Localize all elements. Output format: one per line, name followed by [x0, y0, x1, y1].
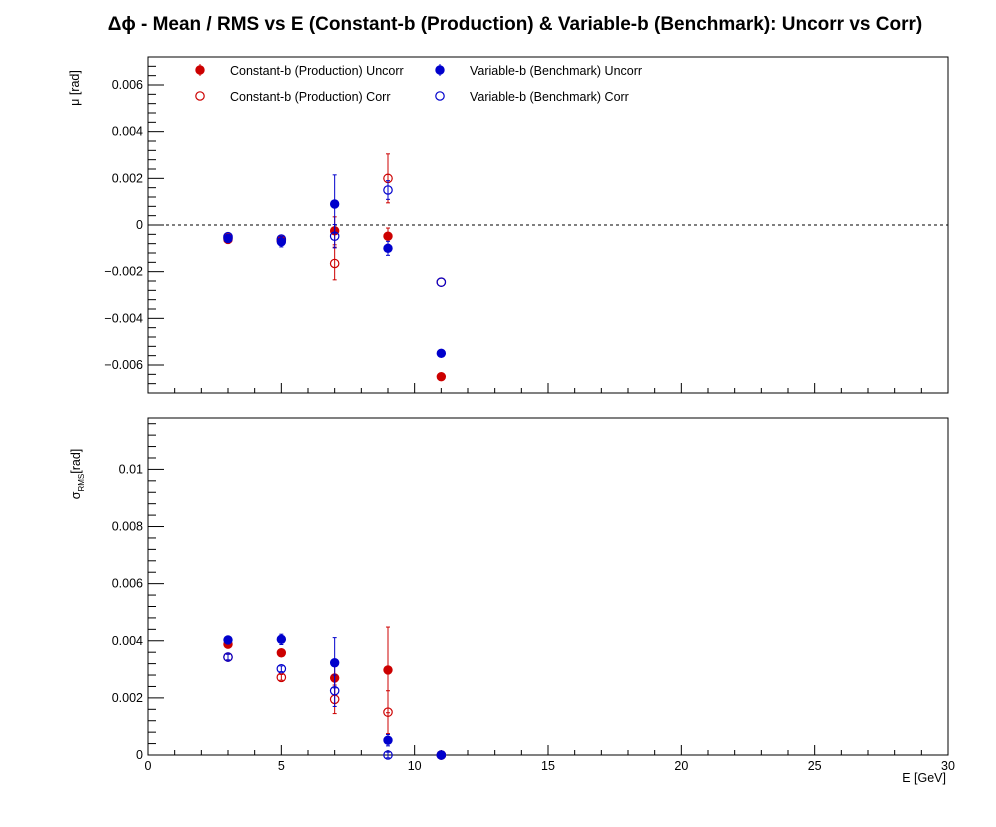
x-axis-label: E [GeV] — [902, 771, 946, 785]
x-tick-label: 30 — [941, 759, 955, 773]
rms-x-axis: 0 5 10 15 20 25 30 — [145, 745, 955, 773]
data-point — [276, 648, 287, 658]
x-tick-label: 10 — [408, 759, 422, 773]
data-point — [223, 652, 233, 662]
rms-y-axis-label: σRMS[rad] — [69, 449, 86, 500]
svg-text:σRMS[rad]: σRMS[rad] — [69, 449, 86, 500]
y-tick-label: 0 — [136, 748, 143, 762]
data-point — [383, 185, 393, 195]
legend-entry: Variable-b (Benchmark) Corr — [435, 90, 629, 104]
legend-label: Constant-b (Production) Uncorr — [230, 64, 404, 78]
x-tick-label: 15 — [541, 759, 555, 773]
legend-label: Constant-b (Production) Corr — [230, 90, 390, 104]
data-point — [276, 634, 287, 645]
y-tick-label: −0.006 — [104, 358, 143, 372]
y-tick-label: 0.002 — [112, 691, 143, 705]
series-2 — [223, 633, 447, 760]
data-point — [223, 635, 233, 645]
data-point — [276, 234, 287, 244]
series-3 — [223, 180, 447, 287]
mean-y-axis-label: μ [rad] — [68, 70, 82, 106]
rms-y-label-subscript: RMS — [77, 474, 86, 492]
data-point — [329, 231, 340, 241]
y-tick-label: 0.004 — [112, 125, 143, 139]
data-point — [329, 685, 340, 696]
legend-label: Variable-b (Benchmark) Corr — [470, 90, 629, 104]
legend-label: Variable-b (Benchmark) Uncorr — [470, 64, 642, 78]
legend-entry: Constant-b (Production) Uncorr — [195, 64, 404, 78]
data-point — [276, 663, 287, 674]
chart-title: Δϕ - Mean / RMS vs E (Constant-b (Produc… — [108, 14, 922, 35]
legend-marker — [195, 91, 205, 101]
legend-entry: Constant-b (Production) Corr — [195, 90, 390, 104]
data-point — [329, 199, 340, 209]
data-point — [436, 750, 447, 760]
mean-y-axis: −0.006 −0.004 −0.002 0 0.002 0.004 0.006 — [104, 65, 164, 385]
rms-y-label-symbol: σ — [69, 491, 83, 499]
legend: Constant-b (Production) Uncorr Constant-b… — [195, 64, 642, 104]
data-point — [383, 735, 393, 745]
rms-y-label-unit: [rad] — [69, 449, 83, 474]
rms-panel: 0 0.002 0.004 0.006 0.008 0.01 0 5 10 15 20 25 30 σ… — [69, 417, 955, 785]
y-tick-label: −0.004 — [104, 311, 143, 325]
data-point — [223, 231, 233, 242]
y-tick-label: 0.004 — [112, 634, 143, 648]
mean-x-axis — [147, 383, 949, 393]
data-point — [436, 277, 447, 287]
rms-panel-frame — [147, 417, 949, 756]
y-tick-label: 0.01 — [119, 462, 143, 476]
data-point — [329, 658, 340, 668]
y-tick-label: 0.006 — [112, 78, 143, 92]
x-tick-label: 5 — [278, 759, 285, 773]
rms-data-points — [223, 626, 447, 760]
series-3 — [223, 652, 447, 760]
data-point — [436, 371, 447, 382]
data-point — [436, 348, 447, 359]
y-tick-label: 0.002 — [112, 171, 143, 185]
y-tick-label: −0.002 — [104, 265, 143, 279]
series-2 — [223, 174, 447, 359]
y-tick-label: 0.006 — [112, 577, 143, 591]
data-point — [383, 231, 393, 241]
x-tick-label: 0 — [145, 759, 152, 773]
data-point — [329, 258, 340, 269]
data-point — [383, 665, 393, 675]
y-tick-label: 0 — [136, 218, 143, 232]
legend-marker — [435, 91, 445, 101]
legend-entry: Variable-b (Benchmark) Uncorr — [435, 64, 642, 78]
mean-panel: −0.006 −0.004 −0.002 0 0.002 0.004 0.006 μ [ra… — [68, 56, 949, 394]
data-point — [383, 707, 393, 717]
mean-data-points — [223, 153, 447, 382]
legend-marker — [435, 65, 445, 75]
rms-y-axis: 0 0.002 0.004 0.006 0.008 0.01 — [112, 423, 164, 762]
data-point — [383, 243, 393, 254]
x-tick-label: 25 — [808, 759, 822, 773]
x-tick-label: 20 — [674, 759, 688, 773]
legend-marker — [195, 65, 205, 75]
y-tick-label: 0.008 — [112, 520, 143, 534]
data-point — [383, 750, 393, 760]
